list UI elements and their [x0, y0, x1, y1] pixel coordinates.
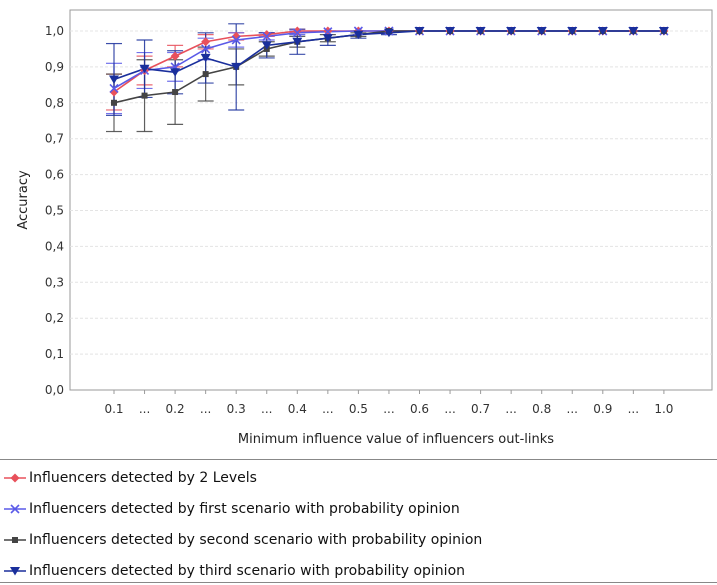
- x-tick-label: 0.6: [410, 402, 429, 416]
- y-axis-title: Accuracy: [16, 170, 31, 230]
- data-point: [414, 27, 425, 36]
- data-point: [170, 68, 181, 77]
- data-point: [383, 28, 394, 38]
- legend-swatch: [4, 504, 26, 514]
- data-point: [658, 27, 669, 36]
- data-point: [322, 34, 333, 43]
- data-point: [536, 27, 547, 36]
- legend-swatch: [4, 537, 26, 543]
- data-point: [353, 30, 364, 40]
- y-tick-label: 0,3: [45, 275, 64, 289]
- y-tick-label: 0,8: [45, 96, 64, 110]
- y-tick-labels: 0,0 0,1 0,2 0,3 0,4 0,5 0,6 0,7 0,8 0,9 1,0: [45, 24, 64, 397]
- data-point: [597, 27, 608, 36]
- data-point: [231, 35, 241, 45]
- x-tick-label: 0.3: [227, 402, 246, 416]
- x-tick-labels: 0.1... 0.2... 0.3... 0.4... 0.5... 0.6... 0.7.…: [104, 390, 673, 416]
- x-tick-label: ...: [567, 402, 578, 416]
- data-point: [262, 31, 272, 41]
- data-point: [292, 37, 303, 47]
- x-tick-label: 0.1: [104, 402, 123, 416]
- data-point: [111, 99, 117, 106]
- data-point: [292, 26, 302, 36]
- data-point: [475, 27, 486, 36]
- legend-label: Influencers detected by second scenario …: [29, 532, 483, 548]
- data-point: [202, 71, 209, 78]
- chart: 0,0 0,1 0,2 0,3 0,4 0,5 0,6 0,7 0,8 0,9 1,0 0.1...…: [16, 9, 713, 447]
- data-point: [172, 89, 179, 96]
- series-markers: [109, 26, 669, 106]
- data-point: [139, 64, 150, 74]
- data-point: [445, 27, 456, 36]
- x-tick-label: ...: [200, 402, 211, 416]
- x-tick-label: ...: [139, 402, 150, 416]
- legend-item: Influencers detected by second scenario …: [4, 528, 482, 552]
- x-tick-label: 1.0: [654, 402, 673, 416]
- x-tick-label: 0.8: [532, 402, 551, 416]
- x-tick-label: 0.4: [288, 402, 307, 416]
- legend: Influencers detected by 2 Levels Influenc…: [0, 459, 717, 583]
- data-point: [231, 62, 242, 72]
- y-tick-label: 0,2: [45, 311, 64, 325]
- data-point: [262, 30, 272, 40]
- legend-label: Influencers detected by third scenario w…: [29, 563, 466, 579]
- data-point: [200, 53, 211, 63]
- data-point: [567, 27, 578, 36]
- legend-item: Influencers detected by 2 Levels: [4, 466, 257, 490]
- x-tick-label: 0.9: [593, 402, 612, 416]
- x-axis-title: Minimum influence value of influencers o…: [238, 432, 554, 447]
- data-point: [141, 92, 148, 99]
- data-point: [12, 537, 18, 543]
- x-tick-label: ...: [261, 402, 272, 416]
- data-point: [628, 27, 639, 36]
- y-tick-label: 1,0: [45, 24, 64, 38]
- x-tick-label: 0.7: [471, 402, 490, 416]
- data-point: [170, 51, 180, 61]
- y-tick-label: 0,6: [45, 168, 64, 182]
- legend-item: Influencers detected by third scenario w…: [4, 559, 465, 583]
- data-point: [261, 41, 272, 50]
- legend-swatch: [4, 567, 26, 576]
- x-tick-label: ...: [505, 402, 516, 416]
- data-point: [10, 504, 20, 514]
- data-point: [109, 83, 119, 94]
- y-tick-label: 0,7: [45, 132, 64, 146]
- y-tick-label: 0,0: [45, 383, 64, 397]
- data-point: [10, 567, 20, 576]
- data-point: [506, 27, 517, 36]
- x-tick-label: ...: [628, 402, 639, 416]
- x-tick-label: ...: [383, 402, 394, 416]
- y-tick-label: 0,4: [45, 239, 64, 253]
- x-tick-label: ...: [322, 402, 333, 416]
- legend-item: Influencers detected by first scenario w…: [4, 497, 460, 521]
- legend-label: Influencers detected by 2 Levels: [29, 470, 257, 486]
- data-point: [292, 28, 302, 38]
- data-point: [201, 44, 211, 54]
- x-tick-label: 0.5: [349, 402, 368, 416]
- x-tick-label: ...: [444, 402, 455, 416]
- y-tick-label: 0,9: [45, 60, 64, 74]
- y-tick-label: 0,1: [45, 347, 64, 361]
- data-point: [201, 37, 211, 47]
- y-tick-label: 0,5: [45, 204, 64, 218]
- data-point: [10, 473, 20, 483]
- legend-label: Influencers detected by first scenario w…: [29, 501, 460, 517]
- legend-swatch: [4, 473, 26, 483]
- x-tick-label: 0.2: [166, 402, 185, 416]
- data-point: [109, 75, 119, 84]
